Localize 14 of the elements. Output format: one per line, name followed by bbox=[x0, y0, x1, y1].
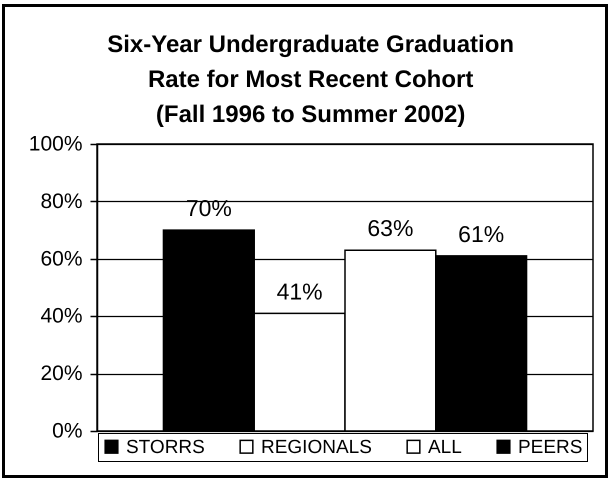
y-tick-label: 100% bbox=[28, 132, 82, 156]
data-label: 41% bbox=[276, 278, 323, 304]
y-tick-label: 0% bbox=[52, 420, 82, 442]
legend-label: STORRS bbox=[126, 436, 205, 458]
y-tick-label: 20% bbox=[40, 362, 82, 386]
y-tick-label: 80% bbox=[40, 190, 82, 213]
chart-title: Six-Year Undergraduate Graduation Rate for Most Recent Cohort (Fall 1996 to Summer 2002) bbox=[107, 31, 514, 128]
data-label: 63% bbox=[367, 215, 414, 242]
data-label: 61% bbox=[458, 220, 504, 247]
y-tick-label: 40% bbox=[40, 304, 82, 328]
legend-label: REGIONALS bbox=[261, 436, 372, 458]
legend-label: PEERS bbox=[518, 436, 582, 458]
legend-label: ALL bbox=[428, 436, 462, 458]
y-tick-label: 60% bbox=[40, 247, 82, 270]
